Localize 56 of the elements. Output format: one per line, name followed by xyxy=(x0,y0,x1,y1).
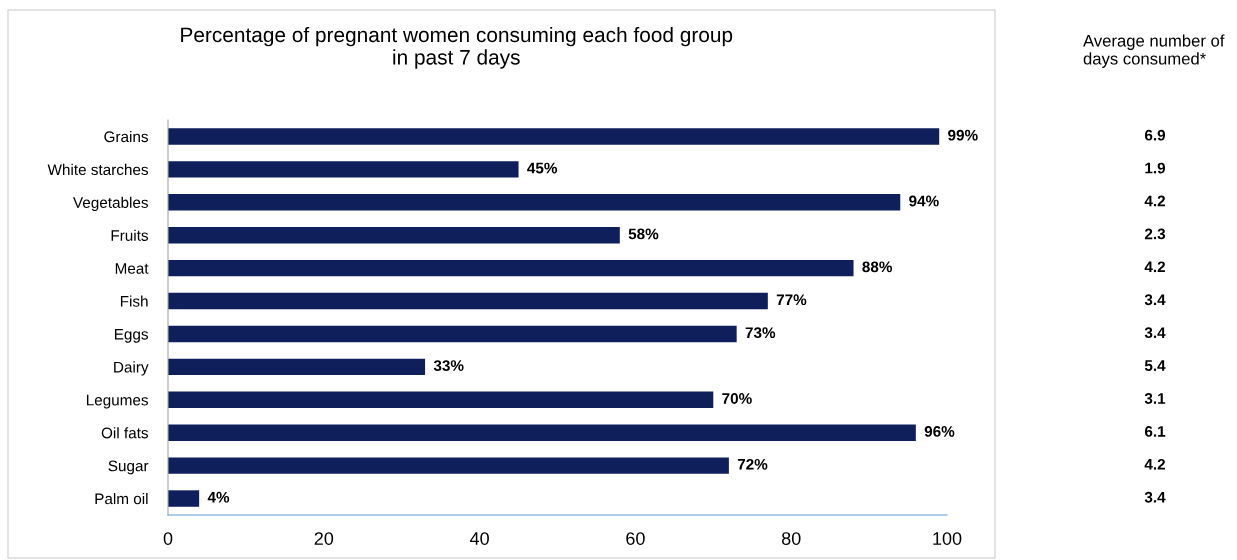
x-tick-label: 0 xyxy=(163,532,173,545)
data-label: 96% xyxy=(924,425,955,437)
x-tick-label: 60 xyxy=(626,532,645,545)
bar xyxy=(168,490,200,507)
y-tick-label: Legumes xyxy=(86,394,149,409)
bar xyxy=(168,292,768,310)
bar xyxy=(168,194,901,211)
bar xyxy=(168,457,729,474)
text: Average number of days consumed* xyxy=(1083,34,1225,68)
x-tick-label: 100 xyxy=(933,532,962,545)
y-tick-label: Fruits xyxy=(111,229,149,241)
data-label: 3.4 xyxy=(1144,491,1166,503)
data-label: 45% xyxy=(527,162,558,174)
bar xyxy=(168,325,737,343)
bar xyxy=(168,391,714,409)
y-tick-label: Vegetables xyxy=(73,196,149,211)
data-label: 4.2 xyxy=(1144,261,1166,273)
data-label: 2.3 xyxy=(1144,228,1166,240)
y-tick-label: Grains xyxy=(104,130,149,143)
data-label: 4% xyxy=(207,491,230,503)
data-label: 6.9 xyxy=(1144,129,1166,141)
data-label: 4.2 xyxy=(1144,195,1166,207)
y-tick-label: Eggs xyxy=(114,328,149,343)
data-label: 33% xyxy=(433,360,464,371)
bar xyxy=(168,358,426,376)
data-label: 73% xyxy=(745,327,776,339)
data-label: 94% xyxy=(909,195,939,207)
data-label: 58% xyxy=(628,228,659,240)
data-label: 3.4 xyxy=(1144,294,1166,306)
data-label: 99% xyxy=(948,129,978,141)
data-label: 88% xyxy=(862,261,893,273)
data-label: 77% xyxy=(776,294,807,306)
data-label: 3.1 xyxy=(1144,393,1166,404)
data-label: 70% xyxy=(722,393,752,404)
bar xyxy=(168,161,519,178)
chart-title: Percentage of pregnant women consuming each food group in past 7 days xyxy=(181,26,733,69)
data-label: 4.2 xyxy=(1144,458,1166,470)
data-label: 5.4 xyxy=(1144,360,1166,371)
y-tick-label: White starches xyxy=(47,163,149,176)
y-tick-label: Oil fats xyxy=(101,427,149,439)
data-label: 1.9 xyxy=(1145,162,1166,174)
y-tick-label: Fish xyxy=(120,295,148,307)
bar xyxy=(168,226,620,244)
y-tick-label: Meat xyxy=(115,263,149,274)
x-tick-label: 80 xyxy=(781,532,801,545)
bar xyxy=(168,259,854,277)
y-tick-label: Palm oil xyxy=(95,493,148,505)
y-tick-label: Sugar xyxy=(108,460,149,475)
bar xyxy=(168,424,916,441)
x-tick-label: 20 xyxy=(314,532,334,545)
x-tick-label: 40 xyxy=(469,532,489,545)
data-label: 3.4 xyxy=(1144,327,1166,339)
y-tick-label: Dairy xyxy=(114,361,149,376)
bar xyxy=(168,128,940,145)
data-label: 72% xyxy=(737,458,768,470)
data-label: 6.1 xyxy=(1144,425,1166,437)
